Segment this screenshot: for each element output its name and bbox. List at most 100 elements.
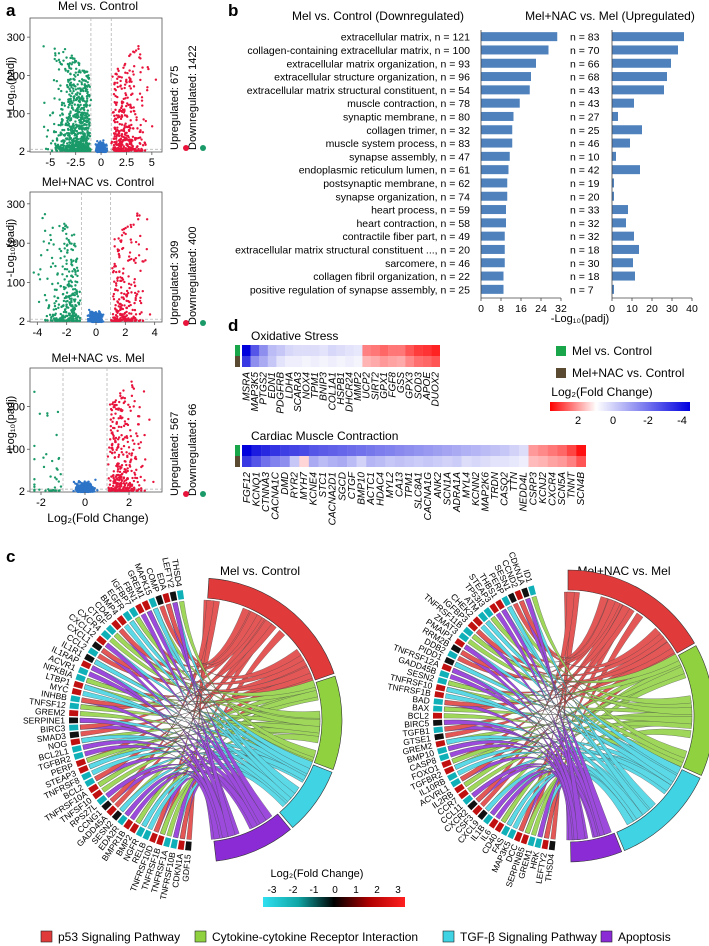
volcano-point bbox=[132, 127, 135, 130]
volcano-point bbox=[97, 310, 101, 313]
panel-letter-d: d bbox=[228, 316, 238, 335]
gene-label: CA13 bbox=[395, 472, 406, 497]
volcano-point bbox=[115, 270, 118, 274]
gene-block bbox=[70, 695, 81, 703]
heat-cell bbox=[293, 345, 303, 356]
heat-cell bbox=[337, 445, 348, 456]
volcano-point bbox=[140, 311, 143, 314]
volcano-point bbox=[123, 108, 126, 111]
volcano-point bbox=[134, 261, 137, 265]
volcano-point bbox=[78, 147, 82, 150]
volcano-point bbox=[64, 286, 67, 289]
volcano-point bbox=[141, 260, 144, 263]
volcano-point bbox=[65, 303, 68, 306]
volcano-point bbox=[88, 318, 91, 322]
heat-cell bbox=[385, 456, 395, 467]
volcano-point bbox=[63, 267, 67, 271]
volcano-point bbox=[74, 120, 77, 123]
gene-label: ACTC1 bbox=[366, 472, 377, 506]
volcano-point bbox=[127, 403, 130, 406]
x-tick-label: 5 bbox=[149, 157, 155, 169]
volcano-point bbox=[81, 111, 84, 114]
volcano-point bbox=[63, 242, 66, 245]
volcano-point bbox=[57, 457, 60, 461]
volcano-point bbox=[76, 319, 79, 323]
volcano-points bbox=[32, 212, 152, 324]
chord-ribbon bbox=[172, 602, 300, 794]
volcano-point bbox=[63, 222, 66, 226]
volcano-point bbox=[47, 306, 50, 310]
volcano-point bbox=[111, 426, 115, 430]
volcano-point bbox=[80, 483, 83, 487]
volcano-point bbox=[69, 125, 73, 129]
volcano-point bbox=[84, 84, 88, 88]
volcano-point bbox=[127, 319, 131, 322]
volcano-point bbox=[138, 484, 141, 487]
up-legend-dot bbox=[183, 145, 189, 151]
volcano-point bbox=[139, 296, 142, 300]
volcano-plot-melnac-vs-control: Mel+NAC vs. Control -Log₁₀(padj) Upregul… bbox=[5, 175, 206, 339]
go-count-right: n = 10 bbox=[570, 151, 600, 163]
volcano-points bbox=[42, 44, 158, 154]
volcano-point bbox=[101, 320, 105, 323]
volcano-point bbox=[42, 465, 46, 469]
volcano-point bbox=[111, 420, 114, 424]
gene-label: APOE bbox=[422, 372, 433, 401]
volcano-point bbox=[111, 75, 114, 78]
volcano-point bbox=[130, 394, 134, 398]
plot-frame bbox=[29, 367, 163, 493]
volcano-point bbox=[135, 137, 138, 140]
heat-cell bbox=[345, 356, 354, 367]
volcano-point bbox=[81, 121, 84, 124]
chord-ribbons bbox=[443, 591, 693, 841]
volcano-point bbox=[116, 120, 119, 124]
volcano-point bbox=[53, 302, 56, 305]
volcano-point bbox=[122, 424, 126, 428]
volcano-point bbox=[130, 283, 133, 286]
gene-label: RYR2 bbox=[290, 472, 301, 499]
volcano-point bbox=[75, 113, 79, 117]
volcano-point bbox=[79, 122, 83, 125]
volcano-point bbox=[79, 103, 82, 107]
volcano-point bbox=[125, 289, 129, 293]
volcano-point bbox=[62, 292, 65, 296]
gene-block bbox=[433, 726, 444, 734]
go-bar-panel: Mel vs. Control (Downregulated) Mel+NAC … bbox=[235, 9, 698, 325]
volcano-point bbox=[134, 256, 138, 260]
x-tick-label: -4 bbox=[32, 327, 42, 339]
heatmap-title-oxidative: Oxidative Stress bbox=[251, 329, 338, 343]
volcano-point bbox=[85, 123, 88, 127]
heat-cell bbox=[461, 445, 472, 456]
x-tick-label: 40 bbox=[686, 303, 698, 315]
volcano-point bbox=[125, 137, 128, 140]
volcano-point bbox=[111, 313, 115, 316]
volcano-point bbox=[75, 96, 79, 100]
volcano-point bbox=[121, 472, 124, 475]
gene-block bbox=[71, 745, 82, 753]
volcano-point bbox=[75, 266, 79, 269]
go-term-label: extracellular structure organization, n … bbox=[274, 72, 470, 84]
volcano-point bbox=[132, 405, 135, 408]
legend-label-mel: Mel vs. Control bbox=[572, 344, 652, 358]
volcano-point bbox=[68, 113, 71, 116]
volcano-point bbox=[70, 84, 74, 87]
volcano-point bbox=[54, 264, 57, 268]
volcano-points bbox=[33, 380, 155, 494]
heatmap-title-cardiac: Cardiac Muscle Contraction bbox=[251, 429, 398, 443]
volcano-point bbox=[110, 141, 113, 145]
volcano-point bbox=[87, 74, 90, 77]
gene-label: GPX1 bbox=[379, 372, 390, 399]
heat-cell bbox=[270, 445, 281, 456]
volcano-point bbox=[78, 124, 81, 127]
gene-block bbox=[162, 592, 171, 604]
volcano-point bbox=[113, 83, 116, 86]
volcano-point bbox=[80, 124, 83, 127]
volcano-point bbox=[66, 251, 69, 254]
gene-block bbox=[135, 826, 146, 838]
volcano-point bbox=[146, 66, 149, 69]
heat-cell bbox=[566, 445, 577, 456]
volcano-point bbox=[144, 458, 147, 461]
legend-swatch-tgfb bbox=[442, 930, 455, 943]
gene-label: MYH7 bbox=[299, 472, 310, 500]
x-tick-label: 0 bbox=[478, 303, 484, 315]
